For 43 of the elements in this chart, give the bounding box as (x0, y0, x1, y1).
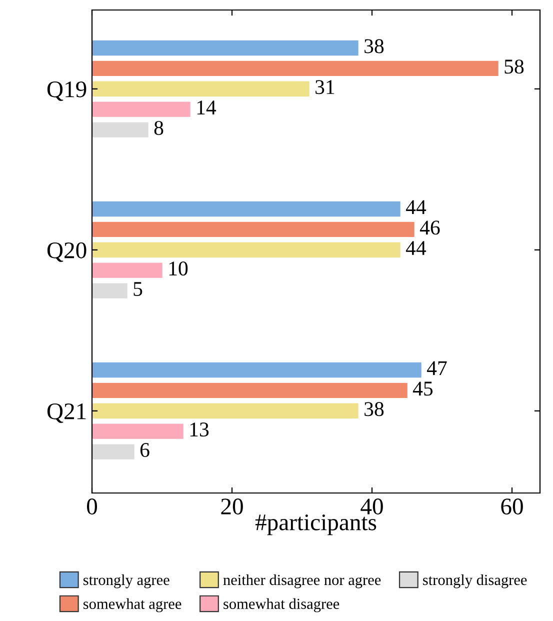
data-label: 31 (316, 80, 334, 94)
data-label: 44 (406, 200, 426, 214)
data-label: 58 (504, 60, 524, 74)
bar (92, 382, 408, 398)
x-tick-label: 20 (221, 498, 243, 514)
legend-label: somewhat agree (84, 598, 182, 612)
data-label: 38 (364, 39, 384, 54)
bar (92, 81, 310, 96)
bar (92, 403, 358, 418)
x-tick-label: 60 (501, 498, 523, 514)
bar (92, 424, 184, 439)
legend-label: strongly agree (84, 574, 170, 588)
data-label: 44 (406, 241, 426, 255)
data-label: 46 (420, 220, 440, 235)
bar (92, 262, 162, 278)
data-label: 47 (426, 361, 447, 376)
legend-label: neither disagree nor agree (223, 574, 381, 588)
bar (92, 222, 414, 238)
bar (92, 283, 128, 298)
bar (92, 242, 400, 258)
data-label: 8 (154, 120, 164, 135)
data-label: 5 (134, 282, 142, 296)
bar (92, 102, 190, 117)
x-tick-label: 40 (360, 498, 383, 514)
data-label: 13 (190, 422, 209, 437)
x-axis-title: #participants (255, 514, 376, 536)
bar (92, 60, 498, 76)
x-tick-label: 0 (86, 498, 98, 514)
bar (92, 122, 148, 138)
data-label: 38 (364, 402, 384, 416)
bar (92, 444, 134, 460)
bar (92, 362, 422, 378)
y-tick-label: Q20 (47, 242, 86, 262)
bar (92, 40, 358, 56)
legend-label: strongly disagree (423, 574, 527, 588)
legend-label: somewhat disagree (224, 598, 340, 612)
bar (92, 201, 400, 217)
data-label: 45 (412, 382, 433, 396)
y-tick-label: Q21 (47, 403, 86, 423)
data-label: 6 (140, 443, 150, 457)
data-label: 10 (169, 261, 188, 276)
y-tick-label: Q19 (47, 81, 86, 101)
data-label: 14 (197, 100, 216, 114)
